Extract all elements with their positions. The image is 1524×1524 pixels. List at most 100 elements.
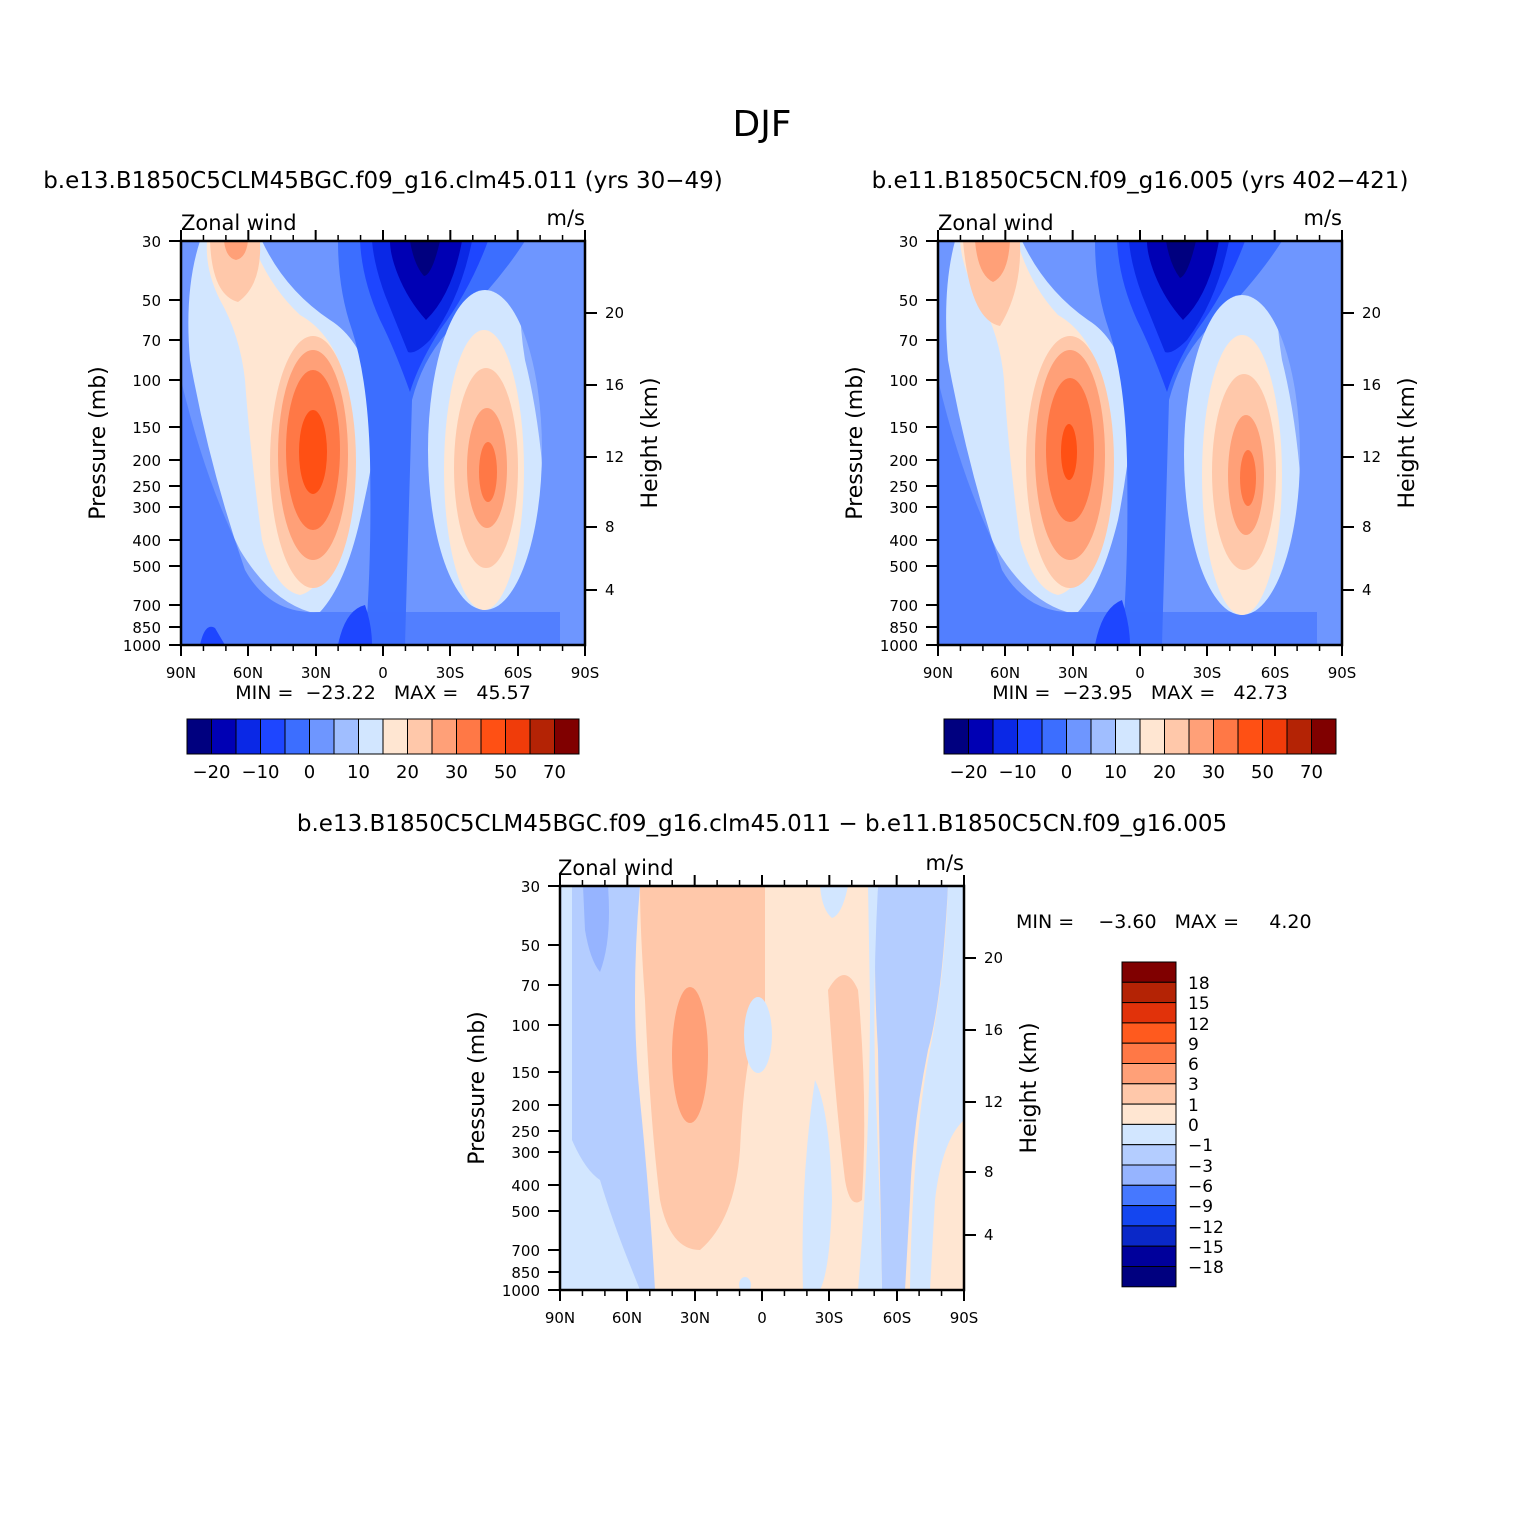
jet-nh-core [299,410,327,494]
y-tick-label: 500 [132,558,161,576]
y-tick-label: 300 [889,499,918,517]
cb-box [968,718,994,755]
y-tick-label: 150 [889,419,918,437]
main-title: DJF [732,104,791,145]
cb-box [1121,1123,1177,1146]
cb-label: 12 [1188,1015,1210,1035]
height-tick-label: 4 [605,581,615,599]
cb-box [211,718,237,755]
cb-label: 0 [1061,762,1072,783]
cb-box [1262,718,1288,755]
x-tick-label: 90S [950,1309,979,1327]
panel-3: b.e13.B1850C5CLM45BGC.f09_g16.clm45.011 … [297,811,1312,1327]
cb-box [1041,718,1067,755]
cb-label: 50 [494,762,517,783]
y-tick-label: 850 [889,619,918,637]
units-label: m/s [926,851,964,875]
cb-box [186,718,212,755]
cb-label: 20 [396,762,419,783]
cb-box [1121,1184,1177,1207]
cb-box [1121,981,1177,1004]
cb-box [382,718,408,755]
sh-polar-blue [1277,241,1342,600]
nh-blue-low [938,380,1317,645]
y-tick-label: 400 [511,1177,540,1195]
y-tick-label: 50 [521,937,540,955]
negative-tropics [744,997,772,1073]
cb-label: 3 [1188,1075,1199,1095]
colorbar: −20 −10 0 10 20 30 50 70 [943,718,1337,783]
y-tick-label: 100 [889,372,918,390]
y-tick-label: 30 [521,878,540,896]
panel-title: b.e13.B1850C5CLM45BGC.f09_g16.clm45.011 … [43,168,723,194]
nh-surface-light [572,1140,640,1290]
x-tick-label: 90N [545,1309,575,1327]
y-tick-label: 400 [132,532,161,550]
min-max-label: MIN = −23.22 MAX = 45.57 [235,682,531,704]
cb-box [1213,718,1239,755]
cb-label: 18 [1188,974,1210,994]
jet-sh-core [479,442,497,502]
panel-1: b.e13.B1850C5CLM45BGC.f09_g16.clm45.011 … [43,168,723,783]
x-tick-label: 30N [680,1309,710,1327]
x-tick-label: 30S [1193,664,1222,682]
cb-label: 10 [1104,762,1127,783]
x-ticks: 90N 60N 30N 0 30S 60S 90S [923,645,1356,682]
cb-box [1090,718,1116,755]
x-tick-label: 90S [1328,664,1357,682]
easterly-strat-l4 [390,241,462,320]
y-tick-label: 700 [889,597,918,615]
cb-box [1121,1002,1177,1024]
cb-label: 70 [1300,762,1323,783]
height-tick-label: 8 [605,518,615,536]
cb-box [1121,1042,1177,1064]
cb-box [554,718,580,755]
x-tick-label: 60S [883,1309,912,1327]
strat-jet-nh-core [975,241,1010,282]
y-ticks: 30 50 70 100 150 200 250 300 400 500 700… [123,233,181,655]
height-tick-label: 4 [1362,581,1372,599]
surface-neg-dot [739,1277,751,1290]
y-right-ticks: 20 16 12 8 4 [585,304,624,599]
cb-label: −12 [1188,1218,1224,1238]
negative-strat-sh [820,886,848,918]
cb-label: −20 [193,762,231,783]
height-tick-label: 20 [605,304,624,322]
y-tick-label: 300 [132,499,161,517]
cb-box [1139,718,1165,755]
jet-sh-core [1240,450,1256,506]
variable-label: Zonal wind [181,211,297,235]
height-tick-label: 20 [1362,304,1381,322]
easterly-strat-l1 [1095,241,1282,645]
y-right-axis-label: Height (km) [1017,1022,1042,1153]
x-ticks: 90N 60N 30N 0 30S 60S 90S [166,645,599,682]
colorbar: 18 15 12 9 6 3 1 0 −1 −3 −6 −9 −12 −15 −… [1121,961,1224,1288]
easterly-strat-l4 [1147,241,1219,320]
y-tick-label: 70 [521,977,540,995]
contour-field [181,241,585,645]
cb-box [260,718,286,755]
cb-box [1121,1144,1177,1166]
cb-label: −20 [950,762,988,783]
cb-box [992,718,1018,755]
panel-2: b.e11.B1850C5CN.f09_g16.005 (yrs 402−421… [843,168,1420,783]
units-label: m/s [1304,206,1342,230]
height-tick-label: 8 [1362,518,1372,536]
panel-title: b.e11.B1850C5CN.f09_g16.005 (yrs 402−421… [872,168,1409,194]
cb-box [1121,1164,1177,1186]
nh-strat-blob [583,886,609,972]
y-ticks: 30 50 70 100 150 200 250 300 400 500 700… [502,878,560,1300]
cb-label: −15 [1188,1238,1224,1258]
y-tick-label: 300 [511,1144,540,1162]
y-tick-label: 400 [889,532,918,550]
x-tick-label: 60N [990,664,1020,682]
y-axis-label: Pressure (mb) [843,366,868,520]
cb-box [943,718,969,755]
cb-box [235,718,261,755]
cb-box [431,718,457,755]
cb-box [1121,1205,1177,1227]
cb-label: 50 [1251,762,1274,783]
y-axis-label: Pressure (mb) [465,1011,490,1165]
jet-nh-core [1061,424,1077,480]
x-tick-label: 30N [1058,664,1088,682]
